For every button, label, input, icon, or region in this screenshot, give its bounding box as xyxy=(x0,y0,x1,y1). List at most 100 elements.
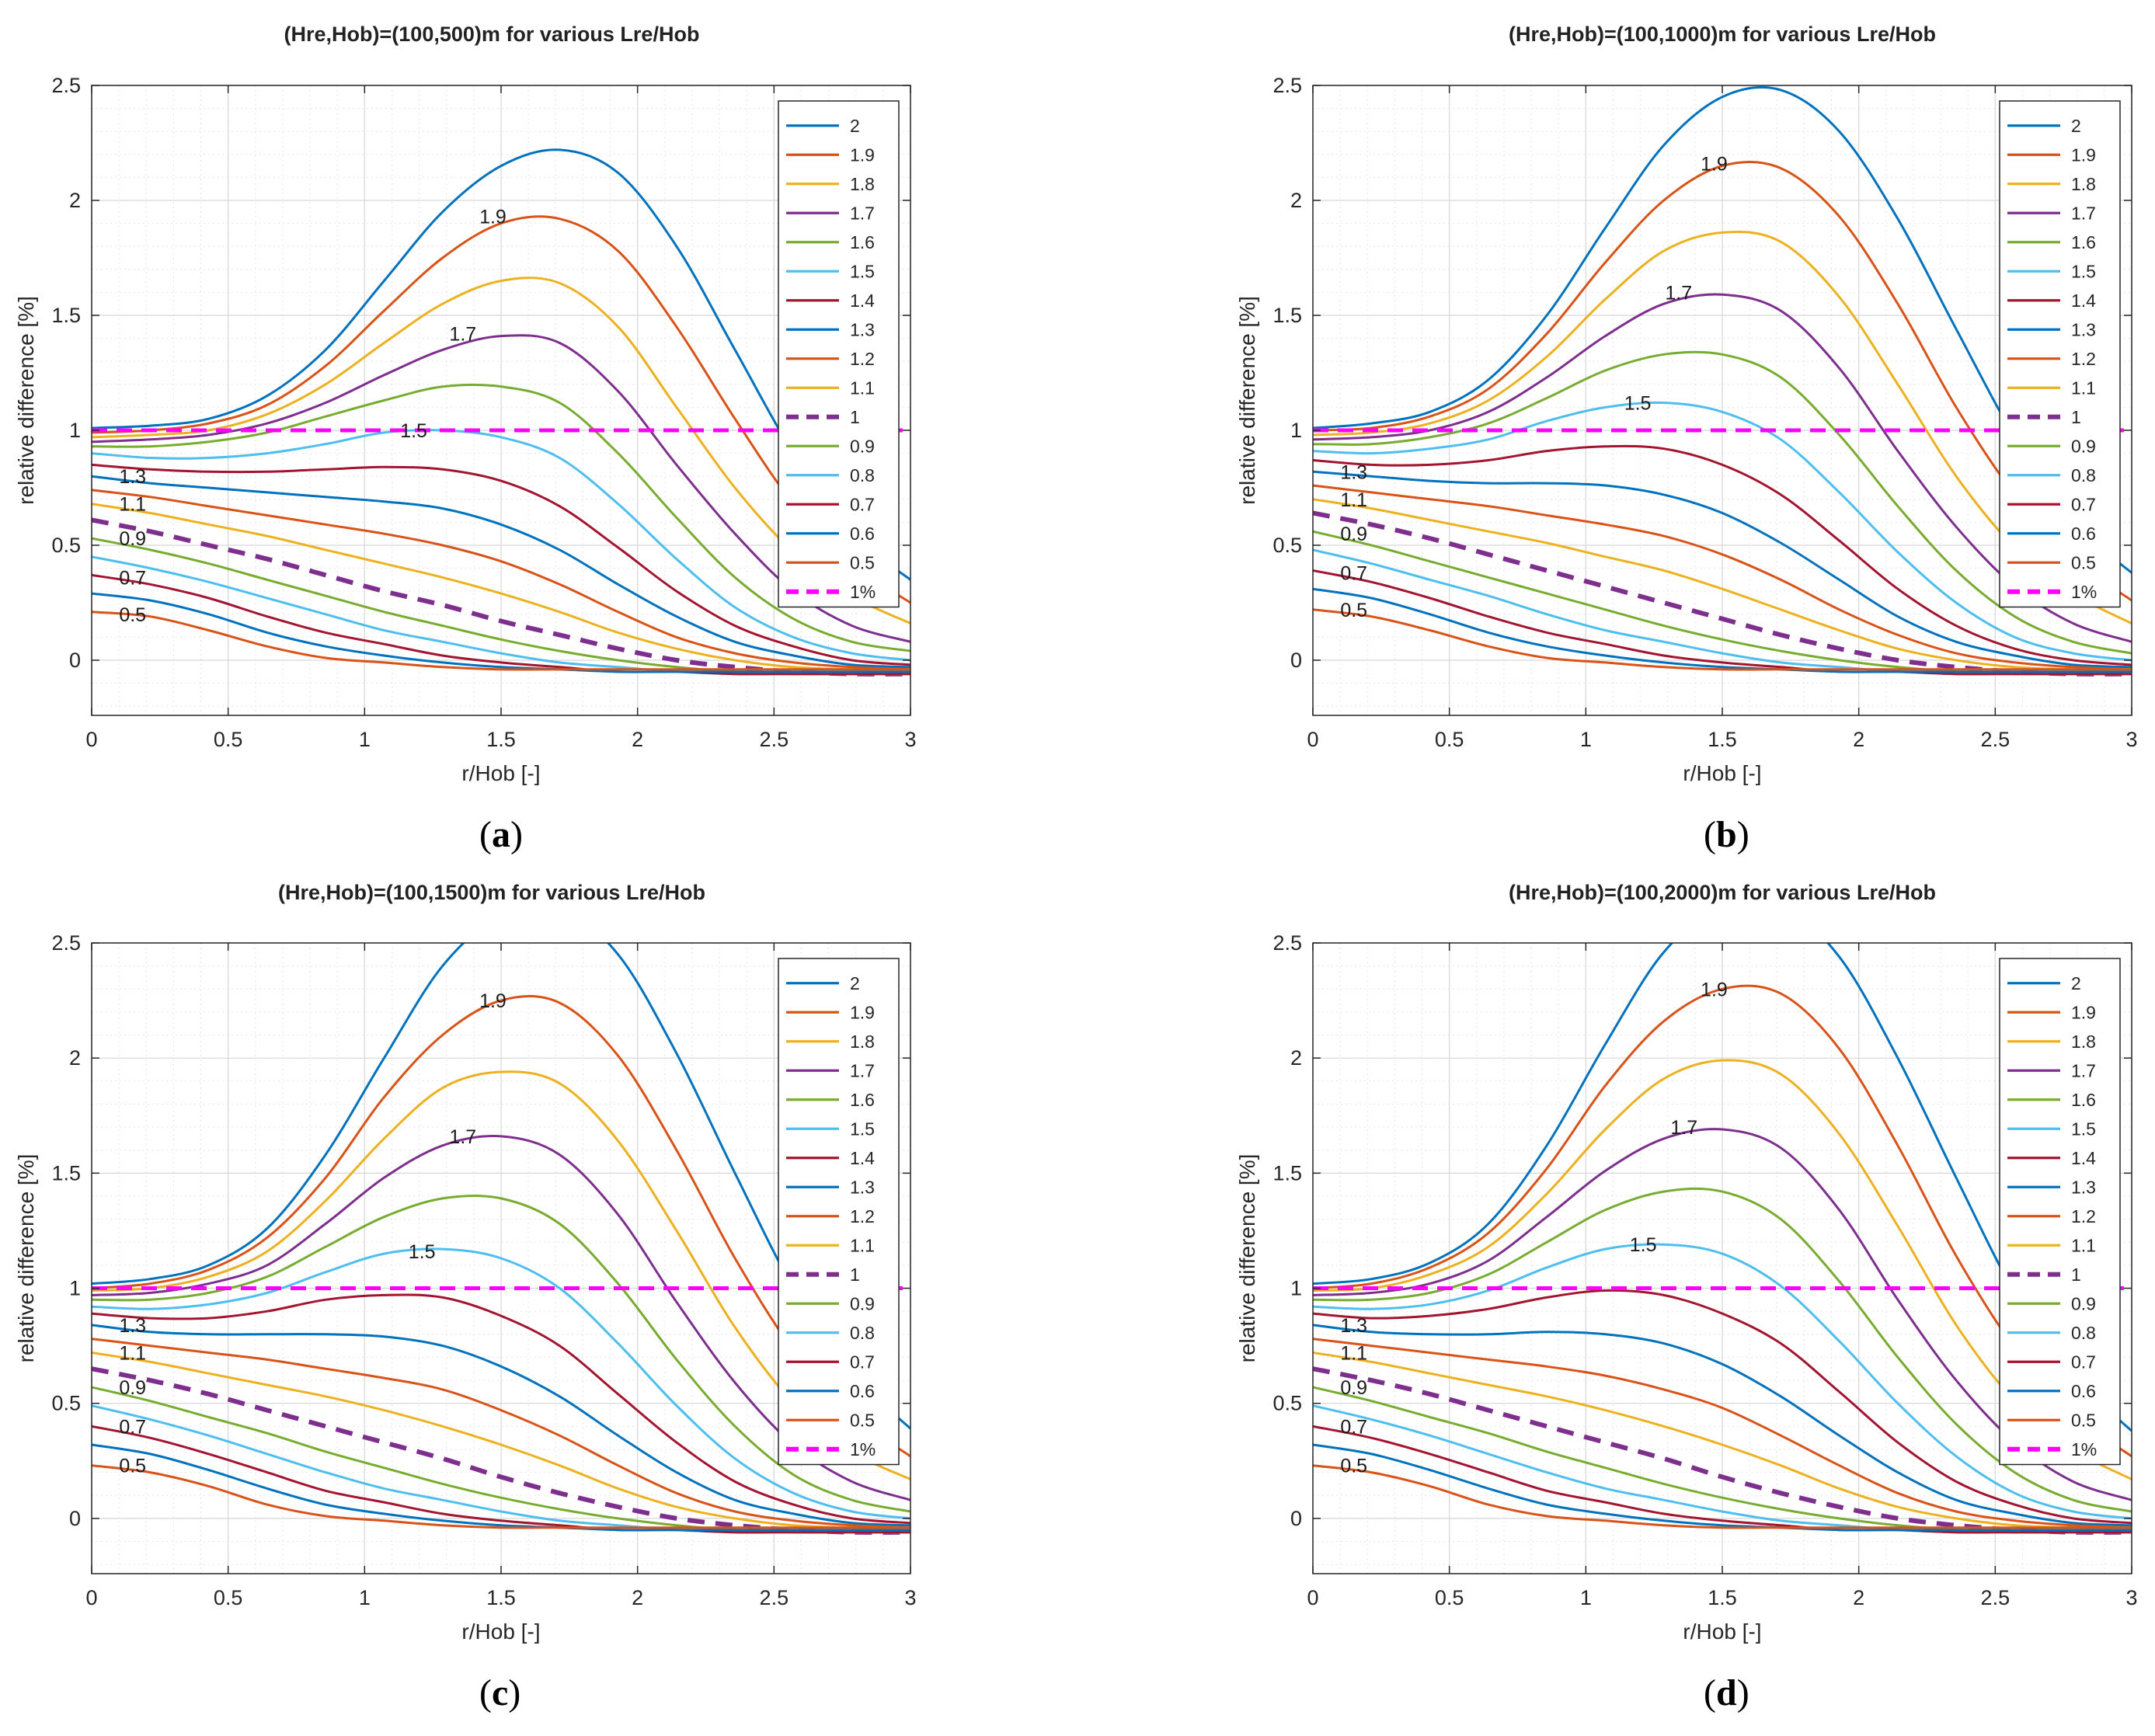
x-tick-label: 0 xyxy=(85,728,97,751)
series-line-1_2 xyxy=(92,489,910,671)
legend-box xyxy=(1999,958,2121,1466)
legend-entry-label: 1.5 xyxy=(850,261,875,281)
curve-label: 1.5 xyxy=(400,420,427,442)
chart-title: (Hre,Hob)=(100,500)m for various Lre/Hob xyxy=(284,23,700,46)
x-tick-label: 0 xyxy=(85,1586,97,1609)
curve-label: 1.1 xyxy=(1340,489,1367,511)
curve-label: 1.3 xyxy=(119,1315,146,1337)
legend-entry-label: 1.2 xyxy=(2071,1206,2096,1226)
y-tick-label: 1 xyxy=(1290,1277,1302,1300)
series-line-1_3 xyxy=(1313,470,2132,669)
legend-entry-label: 1.1 xyxy=(850,377,875,398)
y-tick-label: 1 xyxy=(69,419,81,442)
x-tick-label: 1 xyxy=(359,728,371,751)
x-tick-label: 3 xyxy=(904,728,916,751)
legend-entry-label: 0.5 xyxy=(2071,1410,2096,1430)
curve-label: 0.9 xyxy=(1340,524,1367,545)
y-tick-label: 2 xyxy=(1290,1046,1302,1070)
legend-box xyxy=(1999,100,2121,608)
series-line-1_9 xyxy=(1313,160,2132,602)
x-tick-label: 1 xyxy=(1580,1586,1592,1609)
legend-entry-label: 0.5 xyxy=(850,552,875,572)
chart-panel-d: 1.9 1.7 1.5 1.3 1.1 0.9 0.7 0.5 0 0.5 1 1.5 2 2.5 3 0 0.… xyxy=(1235,881,2138,1713)
curve-label: 1.3 xyxy=(1340,461,1367,483)
legend-box xyxy=(778,100,900,608)
x-tick-label: 0 xyxy=(1307,728,1318,751)
curve-label: 1.5 xyxy=(1624,392,1652,414)
curve-label: 1.7 xyxy=(1665,282,1692,304)
series-line-1_3 xyxy=(1313,1324,2132,1527)
legend-entry-label: 0.8 xyxy=(2071,465,2096,485)
series-group: 1.9 1.7 1.5 1.3 1.1 0.9 0.7 0.5 xyxy=(1313,943,2132,1535)
series-line-1_2 xyxy=(1313,1338,2132,1529)
curve-label: 1.7 xyxy=(449,324,476,346)
series-line-1_5 xyxy=(1313,1243,2132,1520)
x-tick-label: 2.5 xyxy=(1981,728,2011,751)
legend-entry-label: 2 xyxy=(850,973,860,993)
series-group: 1.9 1.7 1.5 1.3 1.1 0.9 0.7 0.5 xyxy=(92,943,910,1535)
y-tick-label: 0 xyxy=(1290,1507,1302,1530)
y-tick-label: 0.5 xyxy=(1272,1392,1302,1415)
series-line-1_4 xyxy=(92,463,910,666)
y-axis-label: relative difference [%] xyxy=(14,1154,38,1363)
series-line-0_6 xyxy=(92,1443,910,1532)
legend-entry-label: 1.9 xyxy=(850,1002,875,1022)
legend-entry-label: 0.6 xyxy=(2071,1381,2096,1401)
legend: 2 1.9 1.8 1.7 1.6 1.5 1.4 1.3 1.2 1.1 1 0.9 0.8 0.7 0.… xyxy=(1999,958,2121,1466)
series-line-1_3 xyxy=(92,1324,910,1527)
legend-entry-label: 0.5 xyxy=(2071,552,2096,572)
panel-caption: (a) xyxy=(479,814,523,855)
legend-entry-label: 0.9 xyxy=(2071,1293,2096,1313)
series-line-1_9 xyxy=(1313,984,2132,1458)
series-line-1_5 xyxy=(1313,401,2132,662)
legend-entry-label: 2 xyxy=(2071,973,2081,993)
legend-entry-label: 1.1 xyxy=(2071,377,2096,398)
curve-label: 1.3 xyxy=(119,466,146,488)
curve-label: 0.7 xyxy=(119,1416,146,1438)
legend-entry-label: 1.5 xyxy=(2071,1118,2096,1139)
y-axis-label: relative difference [%] xyxy=(1235,296,1259,505)
legend-entry-label: 1.3 xyxy=(2071,1177,2096,1197)
series-line-1_6 xyxy=(92,383,910,652)
legend-entry-label: 0.8 xyxy=(850,465,875,485)
y-tick-label: 0.5 xyxy=(51,1392,81,1415)
series-line-1_1 xyxy=(1313,1352,2132,1529)
series-line-1_2 xyxy=(92,1338,910,1529)
legend-entry-label: 0.7 xyxy=(850,494,875,514)
series-line-0_5 xyxy=(92,611,910,671)
curve-label: 1.3 xyxy=(1340,1315,1367,1337)
y-tick-label: 1 xyxy=(69,1277,81,1300)
legend-entry-label: 0.8 xyxy=(850,1323,875,1343)
legend-entry-label: 1.8 xyxy=(2071,174,2096,194)
series-line-1_6 xyxy=(1313,1187,2132,1513)
series-line-1_1 xyxy=(92,503,910,671)
curve-label: 0.7 xyxy=(1340,562,1367,584)
series-line-1_6 xyxy=(92,1194,910,1513)
y-tick-label: 0 xyxy=(69,649,81,672)
legend-entry-label: 1 xyxy=(2071,1265,2081,1285)
series-line-1_1 xyxy=(92,1352,910,1529)
legend-entry-label: 1.6 xyxy=(850,1090,875,1110)
y-tick-label: 0.5 xyxy=(1272,534,1302,557)
x-tick-label: 2 xyxy=(1853,1586,1864,1609)
series-line-1_5 xyxy=(92,429,910,662)
x-tick-label: 2 xyxy=(632,728,643,751)
curve-label: 1.9 xyxy=(479,990,507,1012)
legend-entry-label: 0.7 xyxy=(850,1352,875,1372)
y-axis-label: relative difference [%] xyxy=(14,296,38,505)
panel-caption: (d) xyxy=(1704,1672,1749,1713)
legend-entry-label: 1.4 xyxy=(2071,1148,2096,1168)
legend-entry-label: 1.3 xyxy=(850,1177,875,1197)
x-tick-label: 2 xyxy=(632,1586,643,1609)
curve-label: 1.1 xyxy=(119,494,146,516)
x-tick-label: 3 xyxy=(2125,1586,2137,1609)
legend: 2 1.9 1.8 1.7 1.6 1.5 1.4 1.3 1.2 1.1 1 0.9 0.8 0.7 0.… xyxy=(778,100,900,608)
series-line-0_7 xyxy=(92,573,910,676)
x-tick-label: 3 xyxy=(904,1586,916,1609)
panel-caption-letter: a xyxy=(492,814,510,855)
x-tick-label: 2.5 xyxy=(1981,1586,2011,1609)
legend-entry-label: 1.4 xyxy=(850,290,875,311)
series-line-0_6 xyxy=(1313,1443,2132,1532)
series-line-1_4 xyxy=(1313,444,2132,666)
legend-entry-label: 1% xyxy=(850,582,876,602)
